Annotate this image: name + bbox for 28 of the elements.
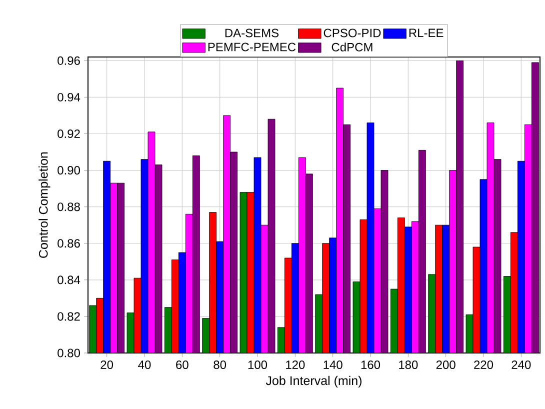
y-tick-label: 0.90 xyxy=(58,166,80,175)
y-tick-label: 0.88 xyxy=(58,202,80,212)
x-tick-label: 160 xyxy=(361,360,380,370)
x-tick-label: 120 xyxy=(286,360,305,370)
x-tick-label: 220 xyxy=(474,360,494,370)
y-tick-label: 0.84 xyxy=(58,276,80,284)
legend-label: PEMFC-PEMEC xyxy=(208,42,296,52)
legend-label: CPSO-PID xyxy=(324,28,381,38)
y-tick-label: 0.82 xyxy=(58,312,80,321)
y-tick-label: 0.94 xyxy=(58,92,80,102)
x-tick-label: 20 xyxy=(100,360,114,370)
legend-label: CdPCM xyxy=(332,42,372,52)
legend-label: RL-EE xyxy=(409,28,444,38)
x-axis-title: Job Interval (min) xyxy=(266,376,362,388)
legend-label: DA-SEMS xyxy=(225,28,279,38)
x-tick-label: 40 xyxy=(138,360,151,370)
y-tick-label: 0.92 xyxy=(58,129,80,138)
y-tick-label: 0.86 xyxy=(58,239,80,248)
x-tick-label: 240 xyxy=(512,360,531,370)
x-tick-label: 180 xyxy=(399,360,418,370)
x-tick-label: 60 xyxy=(176,360,188,370)
y-tick-label: 0.80 xyxy=(58,348,80,358)
x-tick-label: 80 xyxy=(214,360,226,370)
x-tick-label: 200 xyxy=(436,360,456,370)
y-tick-label: 0.96 xyxy=(58,56,80,65)
y-axis-title: Control Completion xyxy=(38,152,50,258)
x-tick-label: 140 xyxy=(324,360,342,370)
x-tick-label: 100 xyxy=(248,360,268,370)
